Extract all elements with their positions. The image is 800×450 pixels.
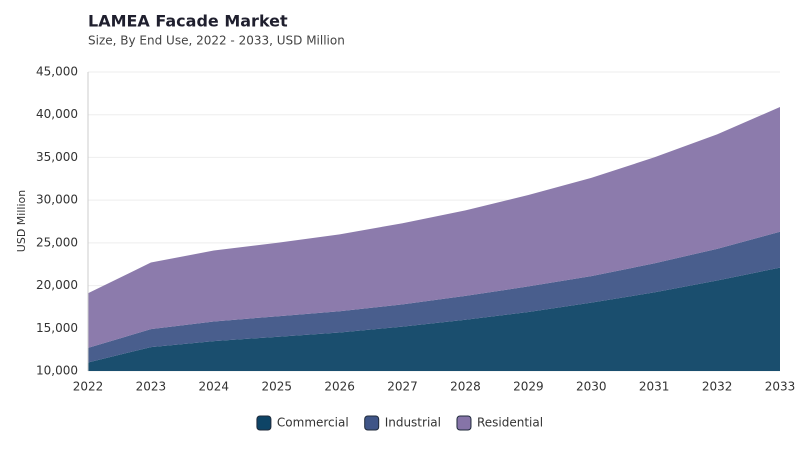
chart-subtitle: Size, By End Use, 2022 - 2033, USD Milli… [88, 34, 345, 48]
x-tick-label: 2026 [324, 380, 355, 394]
y-tick-label: 40,000 [36, 107, 78, 121]
legend-label: Commercial [277, 416, 349, 430]
legend-label: Residential [477, 416, 543, 430]
x-tick-label: 2033 [765, 380, 796, 394]
y-axis-label: USD Million [15, 190, 28, 252]
legend-swatch [364, 415, 380, 431]
legend-label: Industrial [385, 416, 441, 430]
area [88, 107, 780, 348]
x-tick-label: 2028 [450, 380, 481, 394]
x-tick-label: 2025 [261, 380, 292, 394]
y-tick-label: 30,000 [36, 193, 78, 207]
x-tick-label: 2022 [73, 380, 104, 394]
y-tick-label: 25,000 [36, 235, 78, 249]
y-tick-label: 35,000 [36, 150, 78, 164]
chart-title: LAMEA Facade Market [88, 12, 288, 31]
legend-swatch [456, 415, 472, 431]
x-tick-label: 2030 [576, 380, 607, 394]
x-tick-label: 2031 [639, 380, 670, 394]
y-tick-label: 10,000 [36, 364, 78, 378]
area [88, 231, 780, 363]
y-tick-label: 20,000 [36, 278, 78, 292]
area [88, 267, 780, 371]
x-tick-label: 2032 [702, 380, 733, 394]
x-tick-label: 2024 [199, 380, 230, 394]
x-tick-label: 2023 [136, 380, 167, 394]
y-tick-label: 45,000 [36, 65, 78, 79]
x-tick-label: 2027 [387, 380, 418, 394]
legend-swatch [256, 415, 272, 431]
y-tick-label: 15,000 [36, 321, 78, 335]
x-tick-label: 2029 [513, 380, 544, 394]
